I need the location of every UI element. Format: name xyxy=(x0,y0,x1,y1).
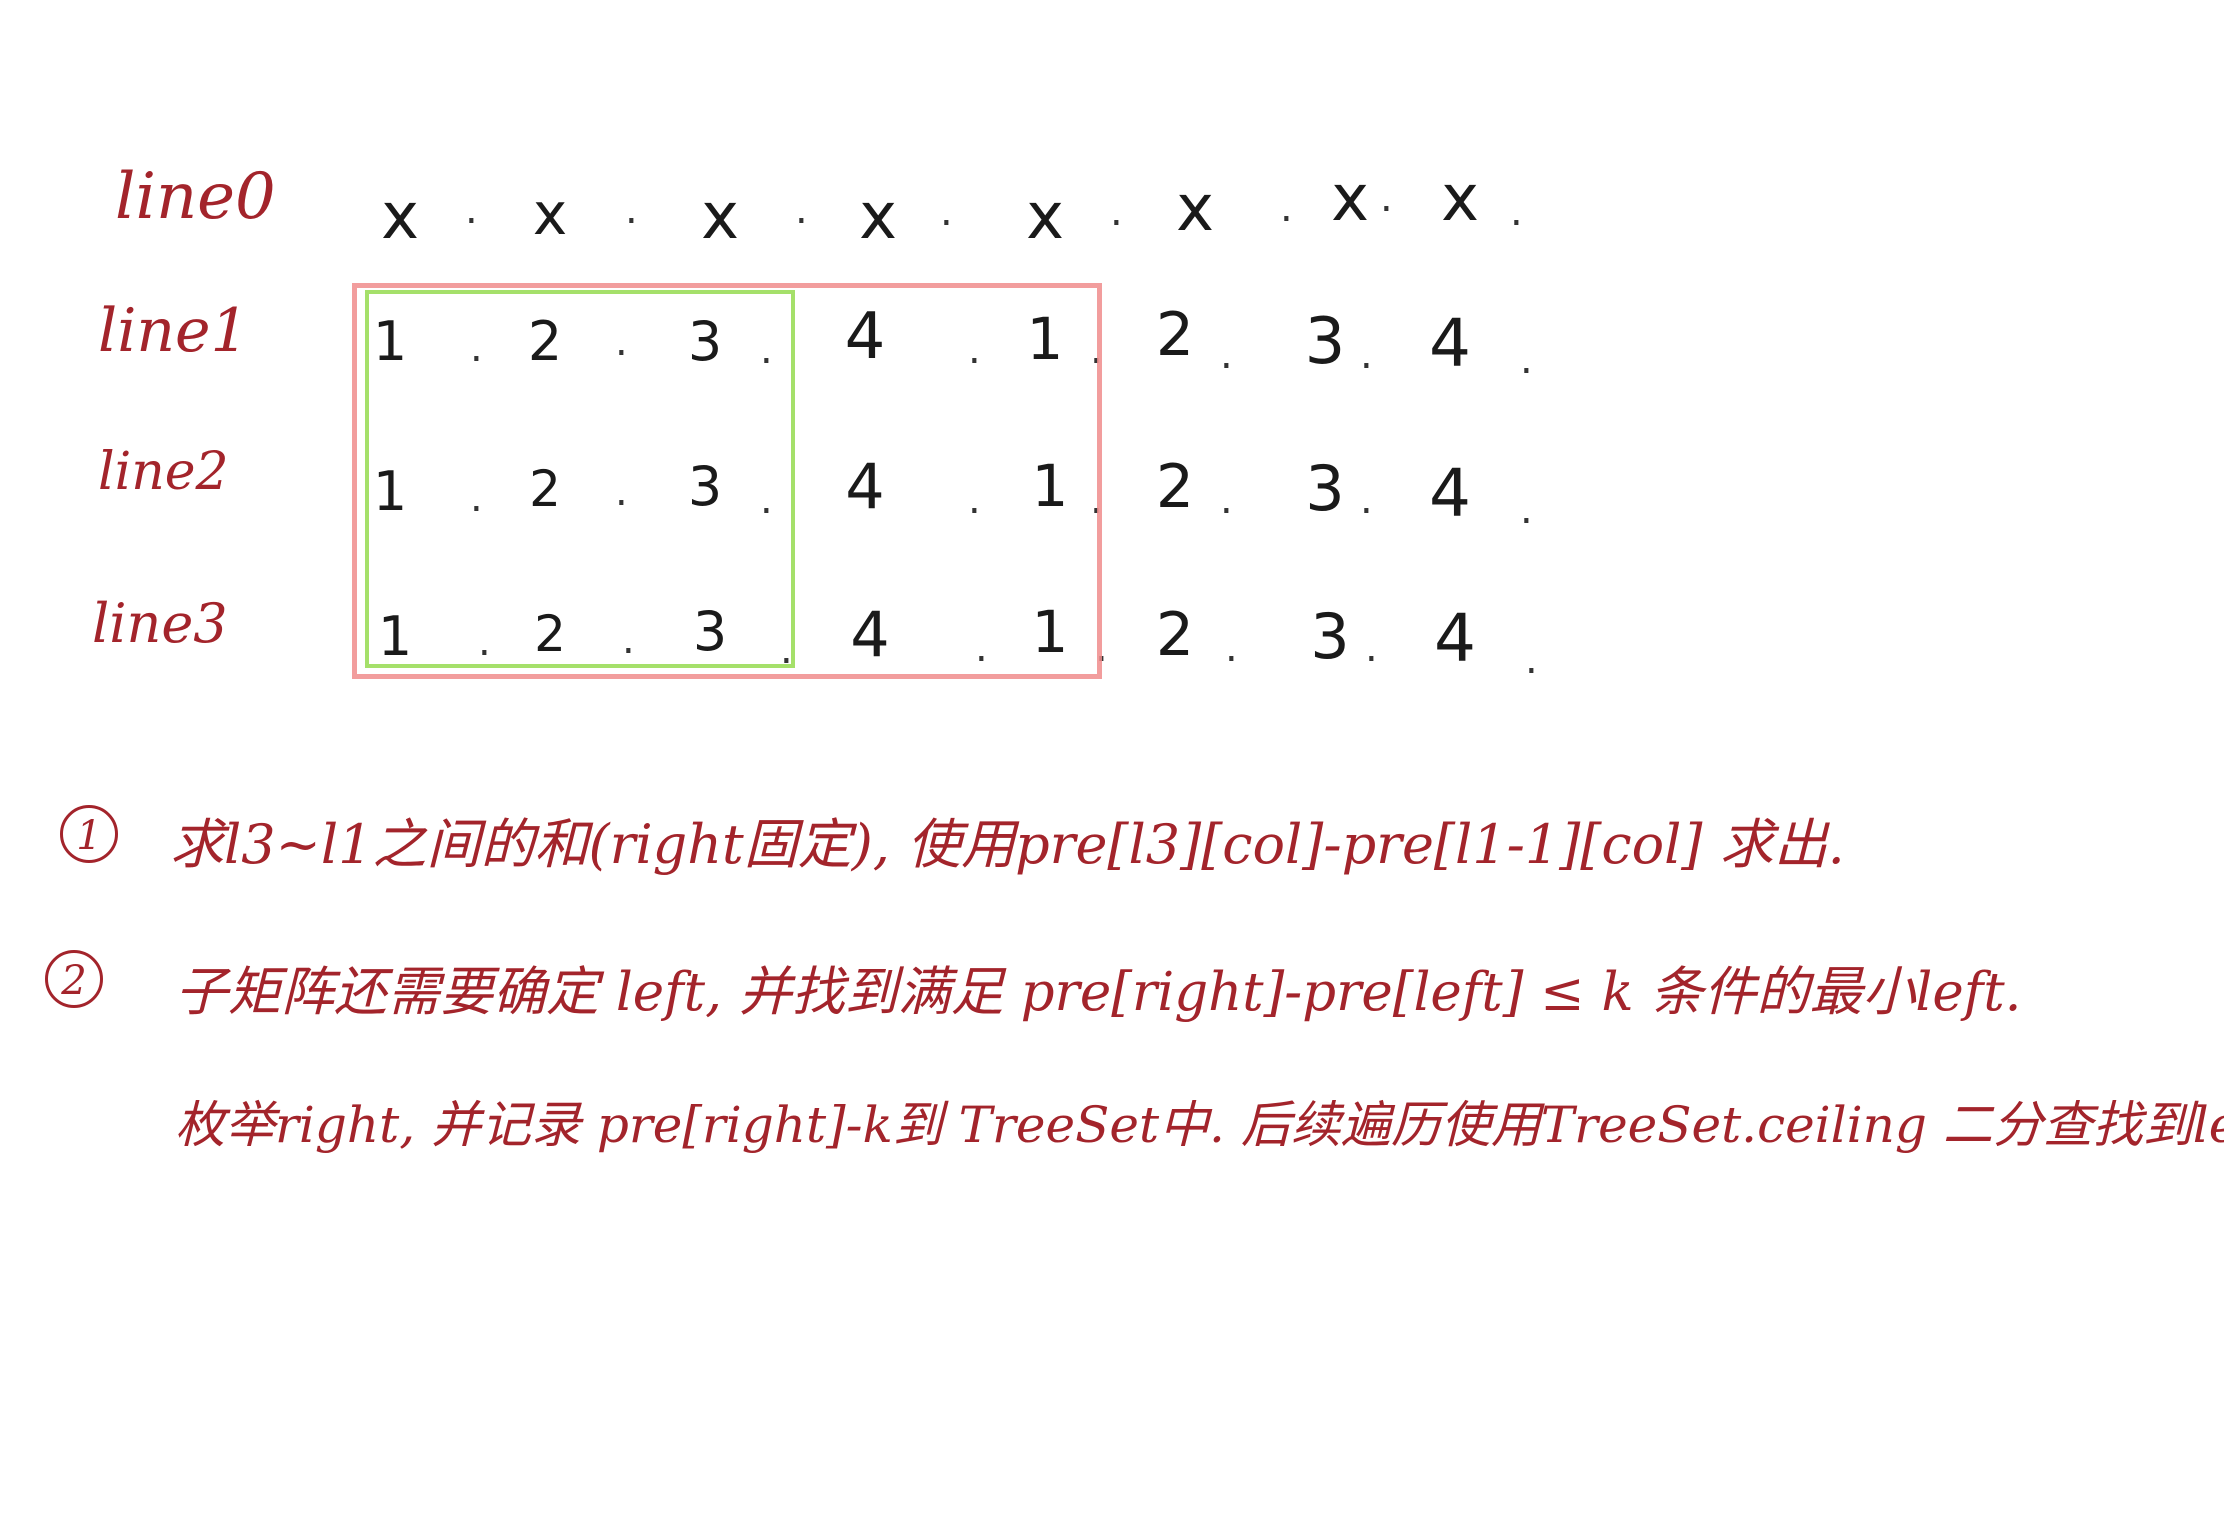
grid-cell: 3 xyxy=(687,310,723,373)
separator-dot: . xyxy=(470,325,483,371)
separator-dot: . xyxy=(1090,477,1103,523)
separator-dot: . xyxy=(1110,189,1123,235)
grid-cell: 3 xyxy=(1310,600,1350,673)
separator-dot: . xyxy=(465,187,478,233)
separator-dot: . xyxy=(1090,327,1103,373)
separator-dot: . xyxy=(1220,332,1233,378)
grid-cell: 3 xyxy=(692,600,728,663)
grid-cell: 2 xyxy=(529,460,561,518)
grid-cell: 4 xyxy=(1429,455,1471,532)
grid-cell: 4 xyxy=(844,300,886,374)
separator-dot: . xyxy=(1280,185,1293,231)
separator-dot: . xyxy=(968,327,981,373)
grid-cell: 2 xyxy=(1155,300,1195,370)
grid-cell: x xyxy=(1176,172,1214,246)
grid-cell: 2 xyxy=(527,310,563,373)
separator-dot: . xyxy=(940,189,953,235)
grid-cell: 4 xyxy=(850,598,890,671)
grid-cell: x xyxy=(1026,180,1064,254)
note-1-text: 求l3~l1之间的和(right固定), 使用pre[l3][col]-pre[… xyxy=(170,813,1845,876)
grid-cell: 4 xyxy=(1429,305,1471,382)
grid-cell: 2 xyxy=(1155,600,1195,670)
note-2-line2: 枚举right, 并记录 pre[right]-k到 TreeSet中. 后续遍… xyxy=(175,1096,2224,1154)
grid-cell: 1 xyxy=(1026,305,1064,373)
grid-cell: 1 xyxy=(372,460,408,523)
grid-cell: x xyxy=(859,180,897,254)
grid-cell: 3 xyxy=(687,455,723,518)
separator-dot: . xyxy=(615,469,628,515)
separator-dot: . xyxy=(780,627,793,673)
separator-dot: . xyxy=(1510,189,1523,235)
note-1-number: 1 xyxy=(60,805,118,863)
separator-dot: . xyxy=(795,187,808,233)
note-2-line1: 子矩阵还需要确定 left, 并找到满足 pre[right]-pre[left… xyxy=(175,962,2022,1023)
grid-cell: 1 xyxy=(1031,598,1069,666)
separator-dot: . xyxy=(615,319,628,365)
grid-cell: x xyxy=(1331,162,1369,236)
separator-dot: . xyxy=(760,477,773,523)
separator-dot: . xyxy=(625,187,638,233)
separator-dot: . xyxy=(1380,175,1393,221)
row-label-line3: line3 xyxy=(92,592,228,655)
separator-dot: . xyxy=(470,475,483,521)
grid-cell: 4 xyxy=(845,450,885,523)
grid-cell: 3 xyxy=(1305,452,1345,525)
grid-cell: 2 xyxy=(1155,452,1195,522)
row-label-line2: line2 xyxy=(98,442,229,502)
grid-cell: 1 xyxy=(1031,452,1069,520)
separator-dot: . xyxy=(478,619,491,665)
separator-dot: . xyxy=(1220,477,1233,523)
separator-dot: . xyxy=(1360,477,1373,523)
grid-cell: x xyxy=(1441,162,1479,236)
separator-dot: . xyxy=(622,617,635,663)
separator-dot: . xyxy=(968,477,981,523)
separator-dot: . xyxy=(975,625,988,671)
row-label-line1: line1 xyxy=(98,296,249,366)
separator-dot: . xyxy=(1365,625,1378,671)
grid-cell: 2 xyxy=(534,605,566,663)
grid-cell: 3 xyxy=(1304,305,1346,379)
separator-dot: . xyxy=(1520,337,1533,383)
grid-cell: x xyxy=(701,180,739,254)
grid-cell: 1 xyxy=(372,310,408,373)
separator-dot: . xyxy=(1520,487,1533,533)
grid-cell: x xyxy=(532,180,568,248)
row-label-line0: line0 xyxy=(115,160,276,234)
grid-cell: 4 xyxy=(1434,600,1476,677)
separator-dot: . xyxy=(1360,332,1373,378)
separator-dot: . xyxy=(1095,625,1108,671)
grid-cell: 1 xyxy=(377,605,413,668)
separator-dot: . xyxy=(1225,625,1238,671)
note-2-number: 2 xyxy=(45,950,103,1008)
separator-dot: . xyxy=(760,327,773,373)
separator-dot: . xyxy=(1525,637,1538,683)
grid-cell: x xyxy=(381,180,419,254)
